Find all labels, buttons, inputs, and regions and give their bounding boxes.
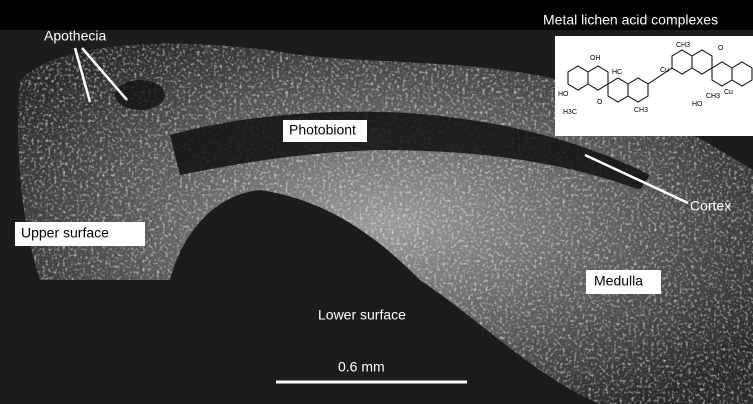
- atom-label: H3C: [563, 109, 577, 116]
- atom-label: CH3: [676, 42, 690, 49]
- atom-label: O: [718, 45, 724, 52]
- atom-label: CH3: [634, 107, 648, 114]
- atom-label: O: [597, 99, 603, 106]
- micrograph: Apothecia Photobiont Upper surface Medul…: [0, 0, 753, 404]
- atom-label: OH: [590, 55, 601, 62]
- label: Photobiont: [289, 122, 356, 138]
- scale-label: 0.6 mm: [338, 359, 385, 375]
- label: Medulla: [594, 273, 643, 289]
- atom-label: HO: [558, 91, 569, 98]
- label: Cortex: [690, 198, 731, 214]
- atom-label: HO: [692, 101, 703, 108]
- atom-label: Cu: [724, 89, 733, 96]
- atom-label: Cu: [660, 67, 669, 74]
- inset-title: Metal lichen acid complexes: [543, 12, 718, 28]
- label: Apothecia: [44, 28, 106, 44]
- label: Lower surface: [318, 307, 406, 323]
- atom-label: HC: [612, 69, 622, 76]
- label: Upper surface: [21, 225, 109, 241]
- atom-label: CH3: [706, 93, 720, 100]
